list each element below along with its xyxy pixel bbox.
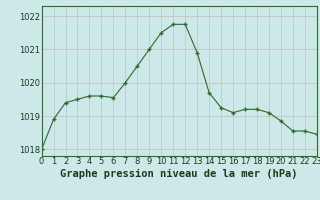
X-axis label: Graphe pression niveau de la mer (hPa): Graphe pression niveau de la mer (hPa) — [60, 169, 298, 179]
